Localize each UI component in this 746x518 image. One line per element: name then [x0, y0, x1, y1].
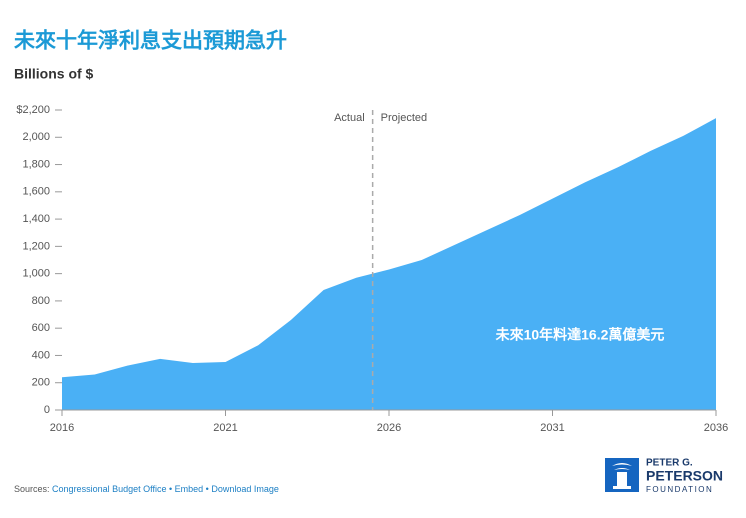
y-tick-label: 1,600 [22, 186, 50, 198]
y-tick-label: 800 [32, 295, 50, 307]
source-link[interactable]: Congressional Budget Office [52, 484, 166, 494]
area [62, 118, 716, 410]
footer: Sources: Congressional Budget Office • E… [14, 484, 279, 494]
y-tick-label: 1,400 [22, 213, 50, 225]
logo-line1: PETER G. [646, 458, 693, 469]
chart-title: 未來十年淨利息支出預期急升 [14, 29, 287, 53]
y-tick-label: 600 [32, 322, 50, 334]
x-tick-label: 2036 [704, 422, 728, 434]
y-axis-label: Billions of $ [14, 66, 94, 82]
logo: PETER G. PETERSON FOUNDATION [605, 458, 723, 494]
download-link[interactable]: Download Image [211, 484, 279, 494]
y-tick-label: 2,000 [22, 131, 50, 143]
y-tick-label: $2,200 [16, 104, 50, 116]
divider-left-label: Actual [334, 112, 365, 124]
y-tick-label: 400 [32, 349, 50, 361]
x-tick-label: 2031 [540, 422, 564, 434]
divider-right-label: Projected [381, 112, 427, 124]
y-tick-label: 200 [32, 377, 50, 389]
embed-link[interactable]: Embed [175, 484, 204, 494]
x-tick-label: 2026 [377, 422, 401, 434]
y-tick-label: 1,000 [22, 268, 50, 280]
y-tick-label: 0 [44, 404, 50, 416]
y-tick-label: 1,800 [22, 158, 50, 170]
sources-label: Sources: [14, 484, 50, 494]
x-tick-label: 2021 [213, 422, 237, 434]
x-tick-label: 2016 [50, 422, 74, 434]
logo-line2: PETERSON [646, 468, 723, 484]
annotation: 未來10年料達16.2萬億美元 [496, 327, 665, 343]
logo-line3: FOUNDATION [646, 485, 713, 494]
y-tick-label: 1,200 [22, 240, 50, 252]
